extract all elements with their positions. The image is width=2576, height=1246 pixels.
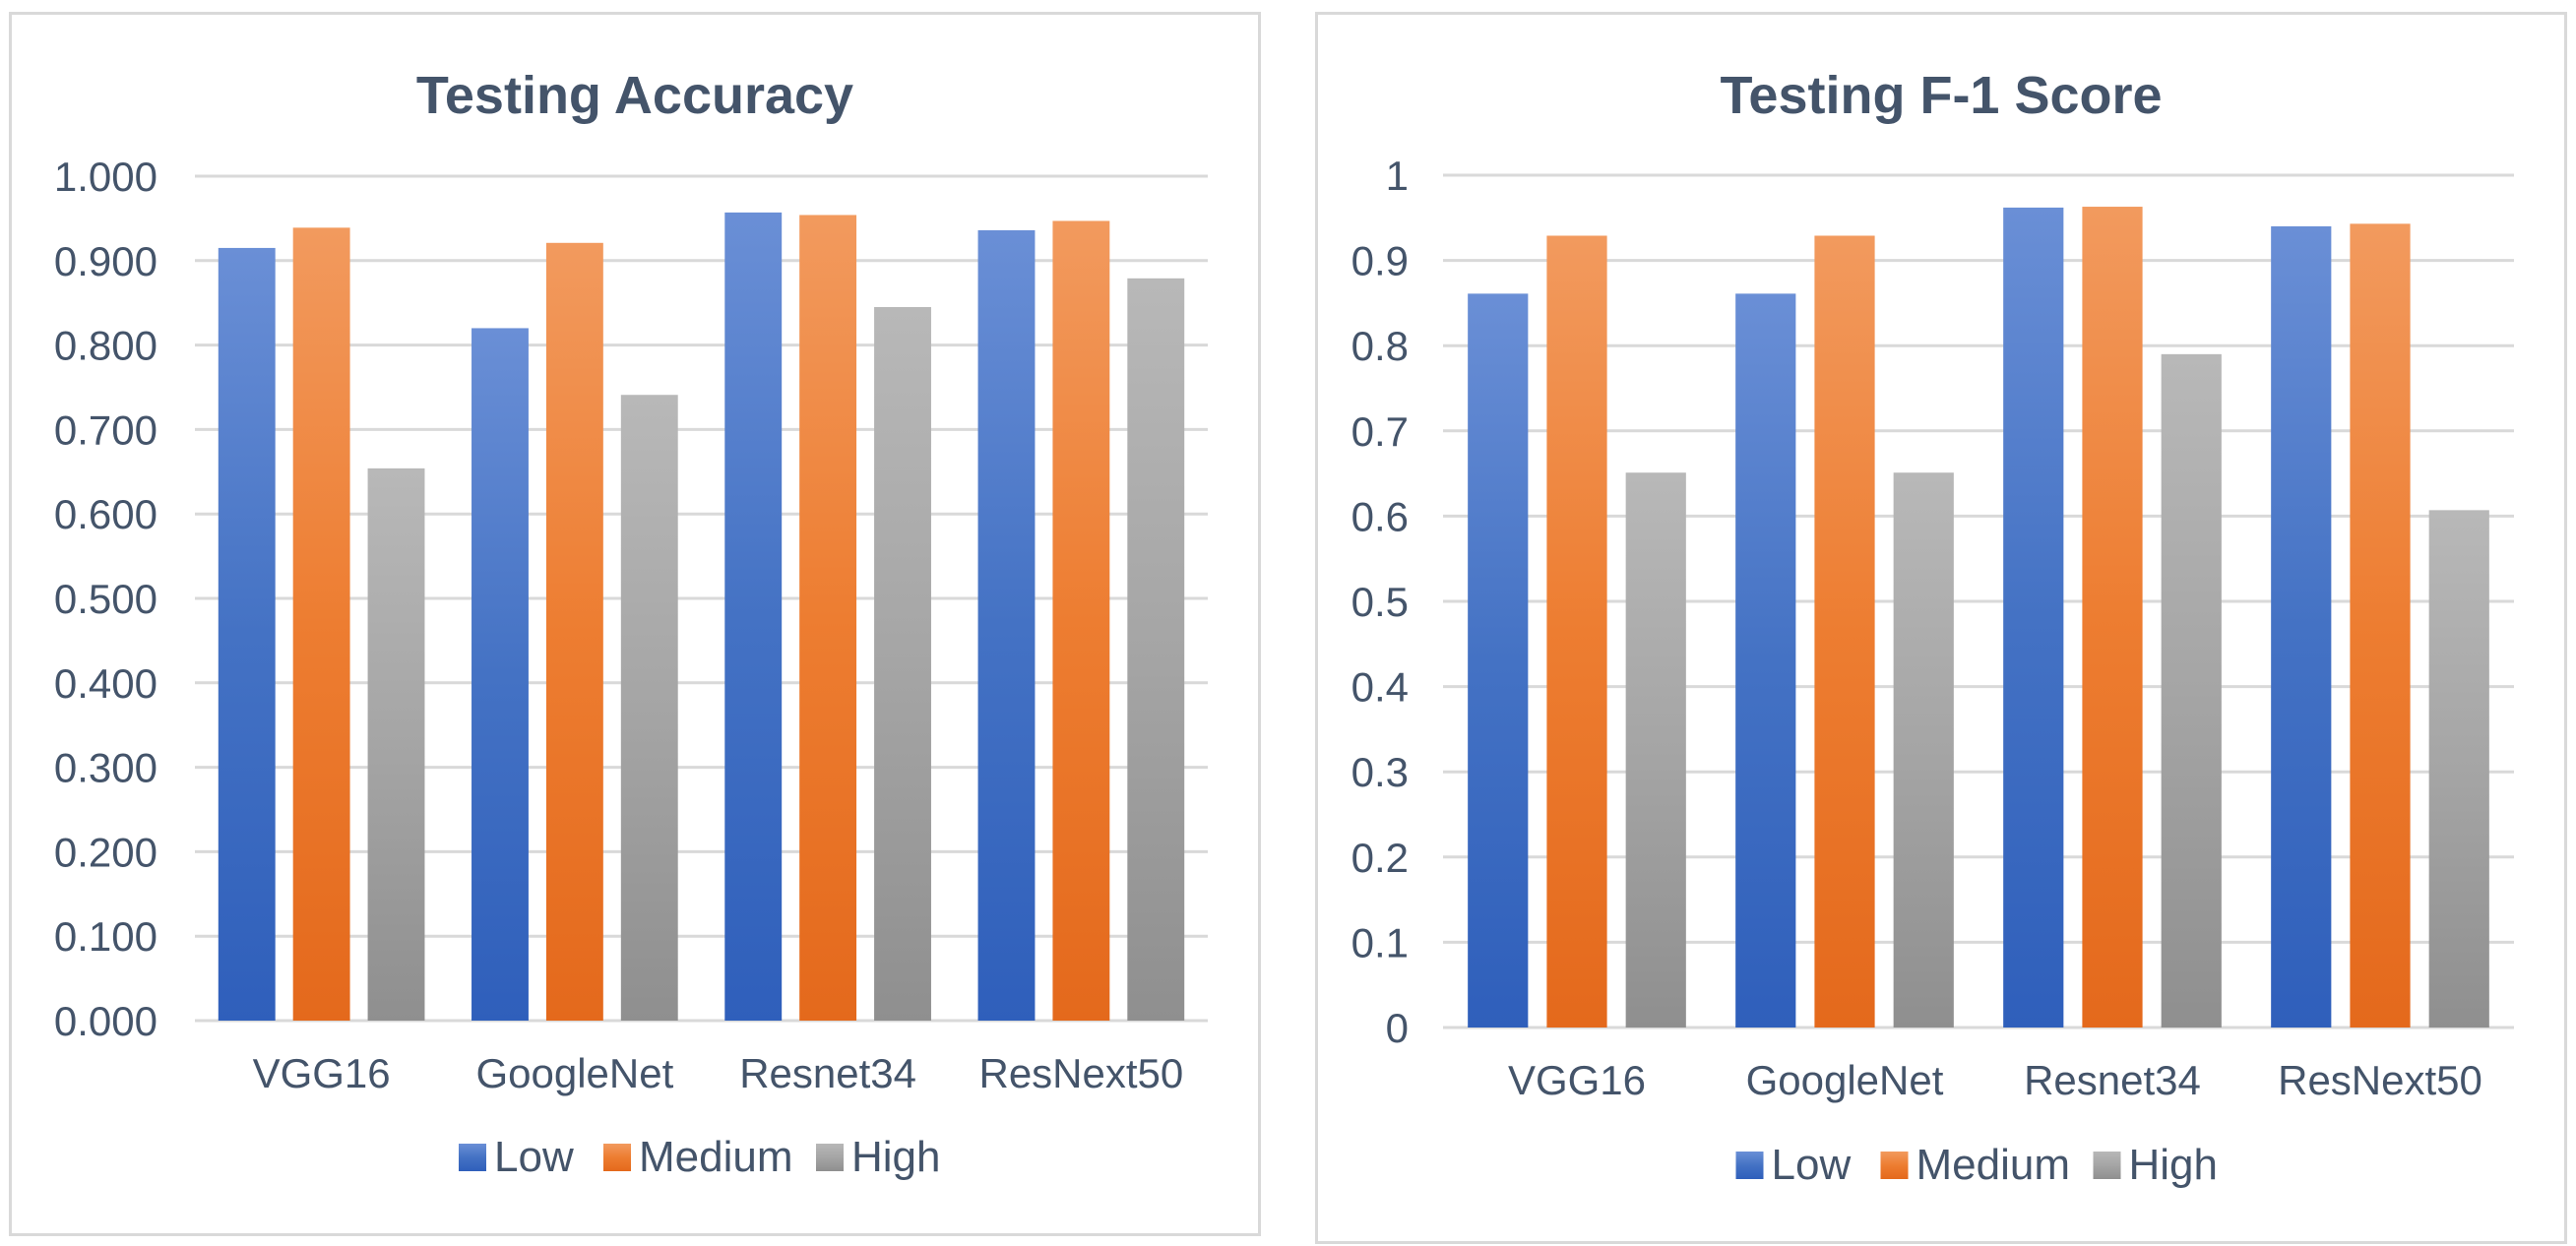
x-tick-label: GoogleNet [1746, 1057, 1944, 1103]
bar-medium-resnext50 [1052, 220, 1110, 1021]
y-tick-label: 0.500 [54, 576, 157, 622]
legend-item-low: Low [1735, 1141, 1852, 1189]
bar-high-resnext50 [2428, 510, 2489, 1028]
bar-high-vgg16 [367, 467, 425, 1021]
bar-high-resnet34 [874, 306, 931, 1021]
x-tick-label: VGG16 [253, 1050, 391, 1096]
y-tick-label: 0.800 [54, 323, 157, 369]
x-tick-label: GoogleNet [475, 1050, 673, 1096]
chart-title: Testing F-1 Score [1720, 66, 2162, 125]
bar-high-resnext50 [1127, 278, 1185, 1021]
legend-item-medium: Medium [603, 1133, 793, 1181]
legend-swatch [1880, 1152, 1909, 1179]
y-tick-label: 0.7 [1351, 408, 1409, 455]
legend-item-high: High [2093, 1141, 2219, 1189]
legend-swatch [603, 1144, 631, 1171]
bar-high-resnet34 [2161, 353, 2222, 1028]
legend-item-high: High [816, 1133, 941, 1181]
y-tick-label: 0.700 [54, 406, 157, 453]
x-tick-label: ResNext50 [978, 1050, 1183, 1096]
bar-medium-resnet34 [2082, 207, 2143, 1028]
y-tick-label: 1.000 [54, 154, 157, 200]
x-tick-label: VGG16 [1508, 1057, 1646, 1103]
y-tick-label: 0.200 [54, 829, 157, 875]
bar-medium-googlenet [545, 242, 603, 1022]
legend-swatch [459, 1144, 486, 1171]
bar-low-resnet34 [2003, 207, 2064, 1028]
legend-item-low: Low [459, 1133, 574, 1181]
y-tick-label: 0.3 [1351, 749, 1409, 795]
y-tick-label: 0.600 [54, 491, 157, 537]
y-tick-label: 0.9 [1351, 238, 1409, 284]
bar-medium-vgg16 [292, 227, 350, 1021]
y-tick-label: 0.2 [1351, 835, 1409, 881]
bar-low-googlenet [471, 328, 529, 1021]
bar-low-vgg16 [218, 247, 276, 1021]
x-tick-label: Resnet34 [2024, 1057, 2201, 1103]
legend-label: Medium [1916, 1141, 2071, 1189]
x-tick-label: ResNext50 [2278, 1057, 2482, 1103]
y-tick-label: 0 [1386, 1005, 1409, 1051]
bar-low-vgg16 [1468, 293, 1529, 1028]
legend-swatch [1735, 1152, 1764, 1179]
legend-label: Low [1772, 1141, 1852, 1189]
bar-high-googlenet [620, 395, 678, 1021]
legend-label: Low [494, 1133, 574, 1181]
y-tick-label: 1 [1386, 153, 1409, 199]
bar-low-googlenet [1735, 293, 1796, 1028]
bar-low-resnext50 [2271, 225, 2332, 1028]
accuracy-chart: Testing Accuracy 0.000 0.100 0.200 0.300 0.4… [54, 66, 1208, 1181]
y-tick-label: 0.300 [54, 745, 157, 791]
f1-score-chart: Testing F-1 Score 0 0.1 0.2 0.3 0.4 0.5 0.6 0.7… [1351, 66, 2514, 1189]
bar-medium-resnext50 [2350, 223, 2411, 1028]
legend-swatch [2093, 1152, 2121, 1179]
legend-label: High [2129, 1141, 2219, 1189]
y-tick-label: 0.1 [1351, 919, 1409, 966]
y-tick-label: 0.900 [54, 238, 157, 284]
y-tick-label: 0.100 [54, 913, 157, 960]
y-tick-label: 0.400 [54, 660, 157, 707]
y-tick-label: 0.4 [1351, 664, 1409, 711]
legend-swatch [816, 1144, 844, 1171]
bar-low-resnext50 [977, 229, 1036, 1022]
bar-low-resnet34 [724, 212, 783, 1022]
y-tick-label: 0.8 [1351, 323, 1409, 369]
x-tick-label: Resnet34 [739, 1050, 916, 1096]
accuracy-chart-panel: Testing Accuracy 0.000 0.100 0.200 0.300 0.4… [9, 12, 1261, 1236]
legend-label: Medium [639, 1133, 793, 1181]
y-tick-label: 0.000 [54, 998, 157, 1044]
chart-title: Testing Accuracy [416, 66, 853, 125]
legend-item-medium: Medium [1880, 1141, 2071, 1189]
legend-label: High [851, 1133, 941, 1181]
bar-high-googlenet [1893, 472, 1954, 1028]
bar-medium-vgg16 [1546, 235, 1607, 1028]
bar-medium-resnet34 [799, 215, 857, 1021]
bar-high-vgg16 [1625, 472, 1686, 1028]
y-tick-label: 0.5 [1351, 579, 1409, 625]
f1-chart-panel: Testing F-1 Score 0 0.1 0.2 0.3 0.4 0.5 0.6 0.7… [1315, 12, 2567, 1244]
bar-medium-googlenet [1814, 235, 1875, 1028]
y-tick-label: 0.6 [1351, 493, 1409, 539]
